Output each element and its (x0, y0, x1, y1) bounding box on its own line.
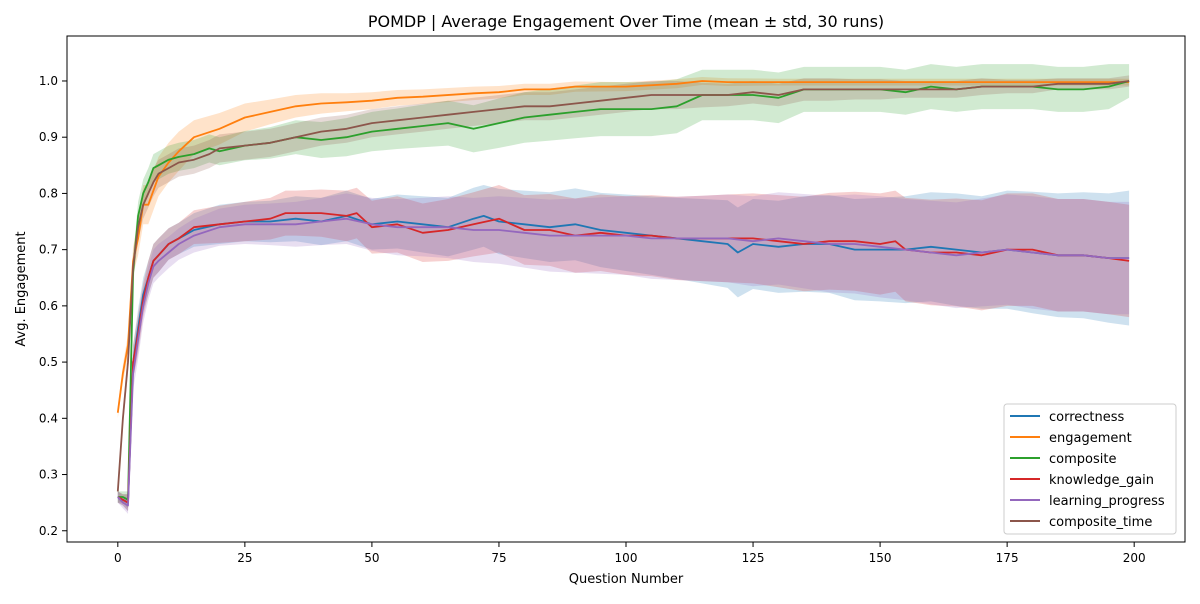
x-tick-label: 25 (237, 551, 252, 565)
x-tick-label: 0 (114, 551, 122, 565)
x-tick-label: 50 (364, 551, 379, 565)
std-band-correctness (117, 185, 1130, 512)
legend: correctness engagement composite knowledge_… (1003, 403, 1177, 535)
series-line-learning-progress (117, 217, 1130, 507)
legend-label-composite: composite (1049, 452, 1116, 467)
x-tick-label: 100 (615, 551, 638, 565)
x-tick-label: 75 (491, 551, 506, 565)
x-tick-label: 150 (869, 551, 892, 565)
legend-label-engagement: engagement (1049, 431, 1132, 446)
x-tick-label: 175 (996, 551, 1019, 565)
y-tick-label: 0.2 (39, 524, 58, 538)
legend-label-knowledge-gain: knowledge_gain (1049, 473, 1154, 488)
y-tick-label: 1.0 (39, 74, 58, 88)
x-tick-label: 125 (742, 551, 765, 565)
y-tick-label: 0.7 (39, 243, 58, 257)
y-tick-label: 0.3 (39, 468, 58, 482)
legend-label-correctness: correctness (1049, 410, 1125, 425)
y-tick-label: 0.4 (39, 411, 58, 425)
series-lines (116, 80, 1130, 507)
y-tick-label: 0.8 (39, 186, 58, 200)
x-axis-label: Question Number (569, 572, 684, 587)
legend-label-learning-progress: learning_progress (1049, 494, 1165, 509)
chart-title: POMDP | Average Engagement Over Time (me… (368, 12, 884, 31)
std-band-composite (117, 64, 1130, 509)
y-tick-label: 0.5 (39, 355, 58, 369)
std-band-learning-progress (117, 192, 1130, 514)
std-band-knowledge-gain (117, 185, 1130, 512)
x-axis-ticks: 0 25 50 75 100 125 150 175 200 (114, 542, 1146, 565)
series-line-composite (117, 80, 1130, 501)
std-bands (117, 64, 1130, 514)
series-line-engagement (116, 80, 1130, 413)
legend-label-composite-time: composite_time (1049, 515, 1152, 530)
y-axis-ticks: 0.2 0.3 0.4 0.5 0.6 0.7 0.8 0.9 1.0 (39, 74, 67, 538)
series-line-composite-time (116, 80, 1130, 492)
x-tick-label: 200 (1123, 551, 1146, 565)
y-tick-label: 0.6 (39, 299, 58, 313)
legend-box (1003, 403, 1177, 535)
y-axis-label: Avg. Engagement (14, 231, 29, 346)
y-tick-label: 0.9 (39, 130, 58, 144)
